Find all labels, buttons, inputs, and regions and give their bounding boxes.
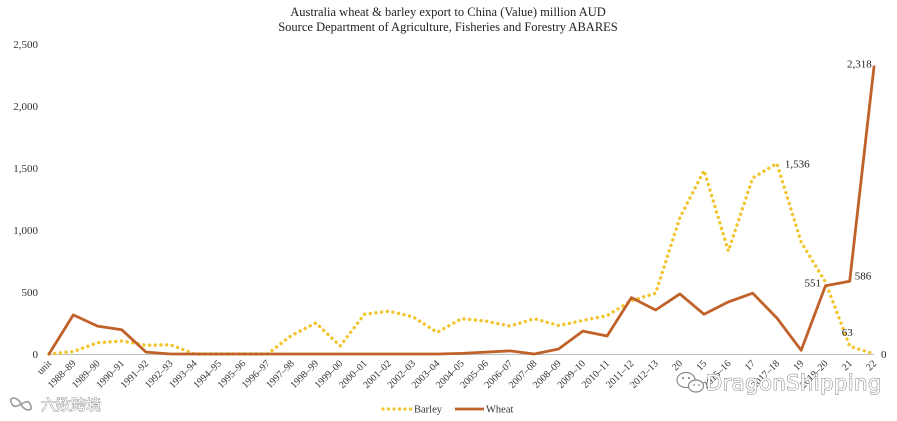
y-tick-label: 0 bbox=[33, 349, 39, 361]
series-line-barley bbox=[47, 161, 876, 356]
chart-title-line-1: Australia wheat & barley export to China… bbox=[290, 5, 606, 19]
y-tick-label: 1,000 bbox=[13, 225, 38, 237]
data-label-barley: 0 bbox=[881, 349, 887, 361]
watermark-left-text: 六数跨境 bbox=[41, 396, 101, 414]
watermark-dragonshipping: DragonShipping bbox=[676, 370, 882, 396]
y-tick-label: 500 bbox=[22, 287, 39, 299]
x-tick-label: 20 bbox=[670, 358, 685, 373]
infinity-logo-icon bbox=[10, 397, 32, 411]
y-tick-label: 2,000 bbox=[13, 101, 38, 113]
series-layer bbox=[47, 65, 876, 356]
legend-wheat-label: Wheat bbox=[486, 405, 513, 416]
data-label-barley: 63 bbox=[842, 327, 854, 339]
data-label-wheat: 551 bbox=[805, 278, 822, 290]
y-tick-label: 2,500 bbox=[13, 39, 38, 51]
x-tick-label: unit bbox=[35, 358, 54, 377]
data-label-barley: 1,536 bbox=[785, 159, 810, 171]
wechat-icon bbox=[676, 371, 705, 393]
data-label-wheat: 2,318 bbox=[847, 59, 872, 71]
y-tick-label: 1,500 bbox=[13, 163, 38, 175]
watermark-liushu: 六数跨境 bbox=[10, 396, 102, 415]
chart-title-line-2: Source Department of Agriculture, Fisher… bbox=[278, 20, 618, 34]
legend: Barley Wheat bbox=[381, 405, 513, 416]
legend-barley-label: Barley bbox=[414, 405, 443, 416]
y-axis: 0 500 1,000 1,500 2,000 2,500 bbox=[13, 39, 38, 361]
data-label-wheat: 586 bbox=[855, 270, 872, 282]
watermark-right-text: DragonShipping bbox=[706, 371, 882, 395]
series-line-wheat bbox=[47, 65, 876, 356]
data-labels: 1,536 63 0 551 586 2,318 bbox=[785, 59, 887, 361]
